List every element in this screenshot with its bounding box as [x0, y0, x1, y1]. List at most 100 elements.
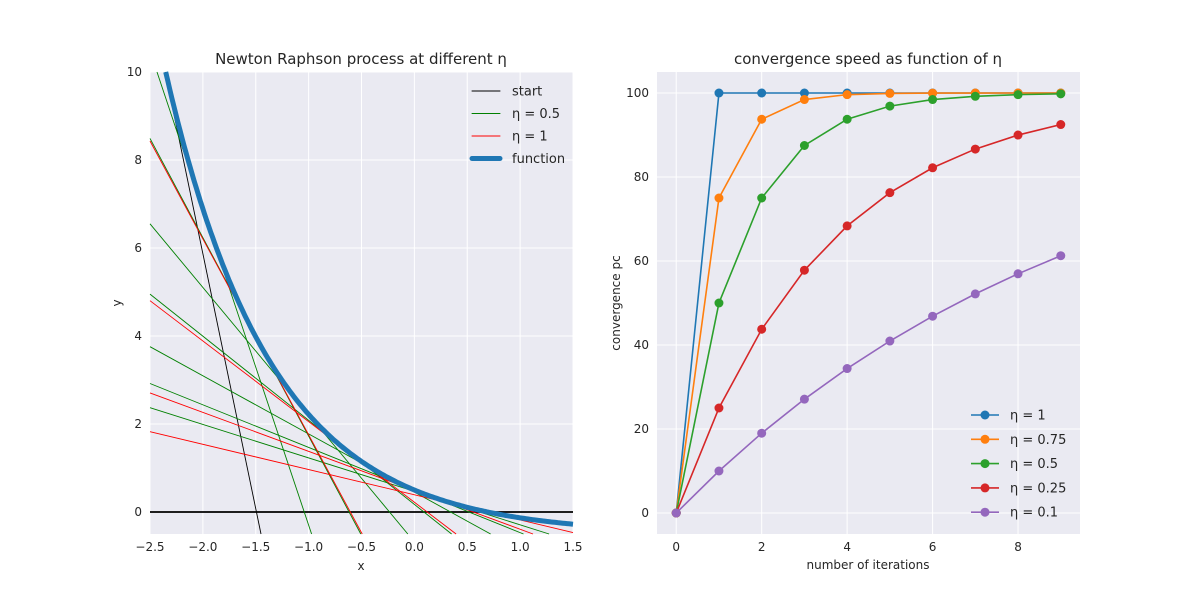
y-tick-label: 4 [134, 329, 142, 343]
legend-label: η = 0.1 [1010, 506, 1058, 521]
x-tick-label: −2.0 [188, 540, 217, 554]
tangent-line-eta-1 [149, 392, 534, 535]
data-point [1056, 89, 1066, 99]
y-tick-label: 40 [634, 338, 649, 352]
x-tick-label: −0.5 [347, 540, 376, 554]
data-point [928, 311, 938, 321]
x-axis-label: x [357, 559, 364, 573]
start-tangent-line [164, 71, 262, 535]
legend-label: start [512, 85, 542, 100]
data-point [757, 193, 767, 203]
data-point [1013, 130, 1023, 140]
y-tick-label: 80 [634, 170, 649, 184]
data-point [714, 298, 724, 308]
function-curve [163, 71, 574, 527]
legend-label: η = 0.25 [1010, 481, 1066, 496]
y-tick-label: 60 [634, 254, 649, 268]
x-tick-label: 0.0 [405, 540, 424, 554]
x-tick-label: 6 [929, 540, 937, 554]
data-point [842, 114, 852, 124]
x-axis-label: number of iterations [807, 558, 930, 572]
y-tick-label: 10 [127, 65, 142, 79]
series-line [675, 92, 1061, 514]
data-point [1013, 90, 1023, 100]
x-tick-label: −1.5 [241, 540, 270, 554]
data-point [1013, 269, 1023, 279]
data-point [842, 90, 852, 100]
convergence-speed-chart: convergence speed as function of η numbe… [609, 50, 1080, 572]
x-tick-label: 0.5 [458, 540, 477, 554]
legend-marker [980, 483, 990, 493]
data-point [799, 394, 809, 404]
data-point [799, 95, 809, 105]
data-point [799, 141, 809, 150]
legend-label: η = 1 [1010, 409, 1046, 424]
x-tick-label: −2.5 [135, 540, 164, 554]
legend: start η = 0.5 η = 1 function [469, 85, 565, 167]
data-point [799, 265, 809, 275]
data-point [928, 95, 938, 105]
series-line [675, 93, 1061, 514]
series-line [675, 123, 1061, 514]
data-point [842, 221, 852, 231]
y-tick-label: 20 [634, 422, 649, 436]
legend-label: η = 1 [512, 130, 548, 145]
y-tick-label: 8 [134, 153, 142, 167]
data-point [970, 289, 980, 299]
data-point [885, 88, 895, 98]
data-point [1056, 120, 1066, 130]
x-tick-label: 1.5 [563, 540, 582, 554]
x-tick-label: 4 [843, 540, 851, 554]
legend-marker [980, 459, 990, 469]
x-tick-label: 0 [672, 540, 680, 554]
data-point [757, 114, 767, 124]
y-axis-label: convergence pc [609, 255, 623, 350]
data-point [970, 91, 980, 101]
x-tick-label: 1.0 [511, 540, 530, 554]
data-point [928, 163, 938, 173]
data-point [842, 364, 852, 374]
data-point [714, 88, 724, 98]
data-point [714, 193, 724, 203]
series-line [675, 254, 1062, 514]
data-point [1056, 251, 1066, 261]
y-axis-label: y [110, 299, 124, 306]
tangent-line-eta-0-5 [149, 293, 452, 535]
plot-lines [149, 71, 574, 535]
y-tick-label: 2 [134, 417, 142, 431]
legend-label: η = 0.75 [1010, 433, 1066, 448]
chart-title: Newton Raphson process at different η [215, 50, 507, 68]
x-tick-label: −1.0 [294, 540, 323, 554]
y-tick-label: 100 [626, 86, 649, 100]
plot-area [657, 72, 1080, 534]
legend-label: η = 0.5 [512, 107, 560, 122]
newton-raphson-chart: Newton Raphson process at different η x … [110, 50, 583, 573]
y-tick-label: 0 [641, 506, 649, 520]
legend-label: function [512, 152, 565, 167]
tangent-line-eta-1 [149, 300, 457, 535]
data-point [671, 508, 681, 518]
data-point [885, 188, 895, 198]
data-point [757, 88, 767, 98]
data-point [970, 144, 980, 154]
data-point [928, 88, 938, 98]
chart-title: convergence speed as function of η [734, 50, 1002, 68]
x-tick-label: 2 [758, 540, 766, 554]
legend: η = 1 η = 0.75 η = 0.5 η = 0.25 η = 0.1 [971, 409, 1066, 521]
y-tick-label: 0 [134, 505, 142, 519]
data-point [714, 403, 724, 413]
x-tick-label: 8 [1014, 540, 1022, 554]
series-4 [671, 251, 1066, 518]
legend-marker [980, 410, 990, 420]
tangent-line-eta-0-5 [149, 383, 524, 535]
legend-label: η = 0.5 [1010, 457, 1058, 472]
data-point [885, 336, 895, 346]
data-point [757, 428, 767, 438]
tangent-line-eta-0-5 [149, 346, 491, 535]
data-point [885, 101, 895, 111]
legend-marker [980, 507, 990, 517]
legend-marker [980, 434, 990, 444]
y-tick-label: 6 [134, 241, 142, 255]
data-point [714, 466, 724, 476]
